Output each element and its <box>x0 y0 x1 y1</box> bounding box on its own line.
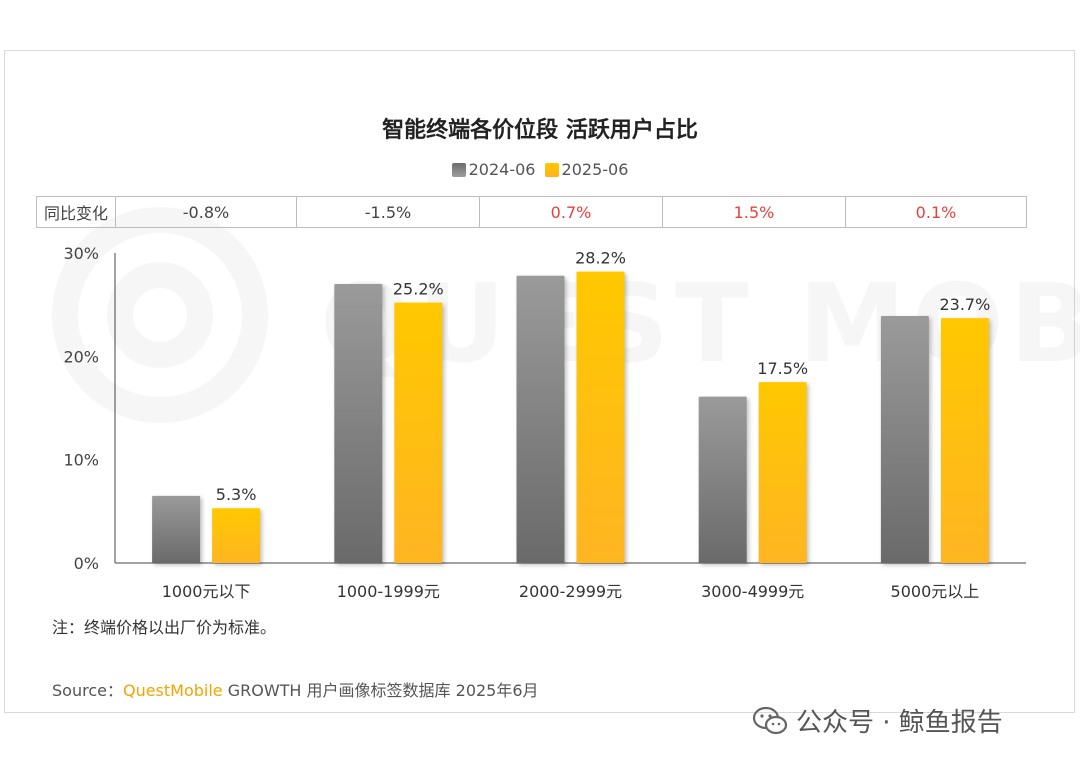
x-tick-label: 2000-2999元 <box>519 582 622 601</box>
yoy-cell-5: 0.1% <box>845 196 1027 228</box>
chart-note: 注：终端价格以出厂价为标准。 <box>52 618 277 637</box>
yoy-row: 同比变化 -0.8% -1.5% 0.7% 1.5% 0.1% <box>36 196 1027 228</box>
x-tick-label: 3000-4999元 <box>701 582 804 601</box>
bar-2024-3 <box>516 275 565 563</box>
yoy-label: 同比变化 <box>36 196 116 228</box>
yoy-cell-1: -0.8% <box>115 196 297 228</box>
y-tick-label: 0% <box>74 554 99 573</box>
data-label-2: 25.2% <box>393 280 444 299</box>
legend-label-2024: 2024-06 <box>468 160 536 179</box>
bar-2025-4 <box>758 382 807 563</box>
data-label-5: 23.7% <box>939 295 990 314</box>
data-label-1: 5.3% <box>216 485 257 504</box>
x-tick-label: 5000元以上 <box>891 582 980 601</box>
source-line: Source：QuestMobile GROWTH 用户画像标签数据库 2025… <box>52 677 539 701</box>
bar-2024-5 <box>880 316 929 563</box>
wechat-icon <box>752 706 788 734</box>
legend-label-2025: 2025-06 <box>561 160 629 179</box>
x-tick-label: 1000元以下 <box>162 582 251 601</box>
y-tick-label: 30% <box>63 244 99 263</box>
chart-legend: 2024-06 2025-06 <box>0 160 1080 181</box>
data-label-4: 17.5% <box>757 359 808 378</box>
footer-text: 公众号 · 鲸鱼报告 <box>796 708 1003 738</box>
bar-2024-4 <box>698 396 747 563</box>
data-label-3: 28.2% <box>575 249 626 268</box>
source-prefix: Source： <box>52 681 123 700</box>
yoy-cell-4: 1.5% <box>662 196 846 228</box>
bar-2024-1 <box>152 495 201 563</box>
x-tick-label: 1000-1999元 <box>337 582 440 601</box>
legend-item-2024: 2024-06 <box>451 160 536 179</box>
y-tick-label: 10% <box>63 451 99 470</box>
y-tick-label: 20% <box>63 347 99 366</box>
yoy-cell-2: -1.5% <box>296 196 480 228</box>
yoy-table: 同比变化 -0.8% -1.5% 0.7% 1.5% 0.1% <box>36 196 1027 228</box>
bar-2024-2 <box>334 284 383 563</box>
source-rest: GROWTH 用户画像标签数据库 2025年6月 <box>222 681 539 700</box>
source-brand: QuestMobile <box>122 681 223 700</box>
legend-item-2025: 2025-06 <box>544 160 629 179</box>
bar-2025-3 <box>576 271 625 563</box>
bar-2025-2 <box>394 302 443 563</box>
chart-title: 智能终端各价位段 活跃用户占比 <box>382 118 698 143</box>
legend-swatch-2024 <box>451 162 466 177</box>
bar-2025-5 <box>940 318 989 563</box>
legend-swatch-2025 <box>544 162 559 177</box>
yoy-cell-3: 0.7% <box>479 196 663 228</box>
footer-account: 公众号 · 鲸鱼报告 <box>752 702 1003 739</box>
bar-2025-1 <box>212 508 261 563</box>
